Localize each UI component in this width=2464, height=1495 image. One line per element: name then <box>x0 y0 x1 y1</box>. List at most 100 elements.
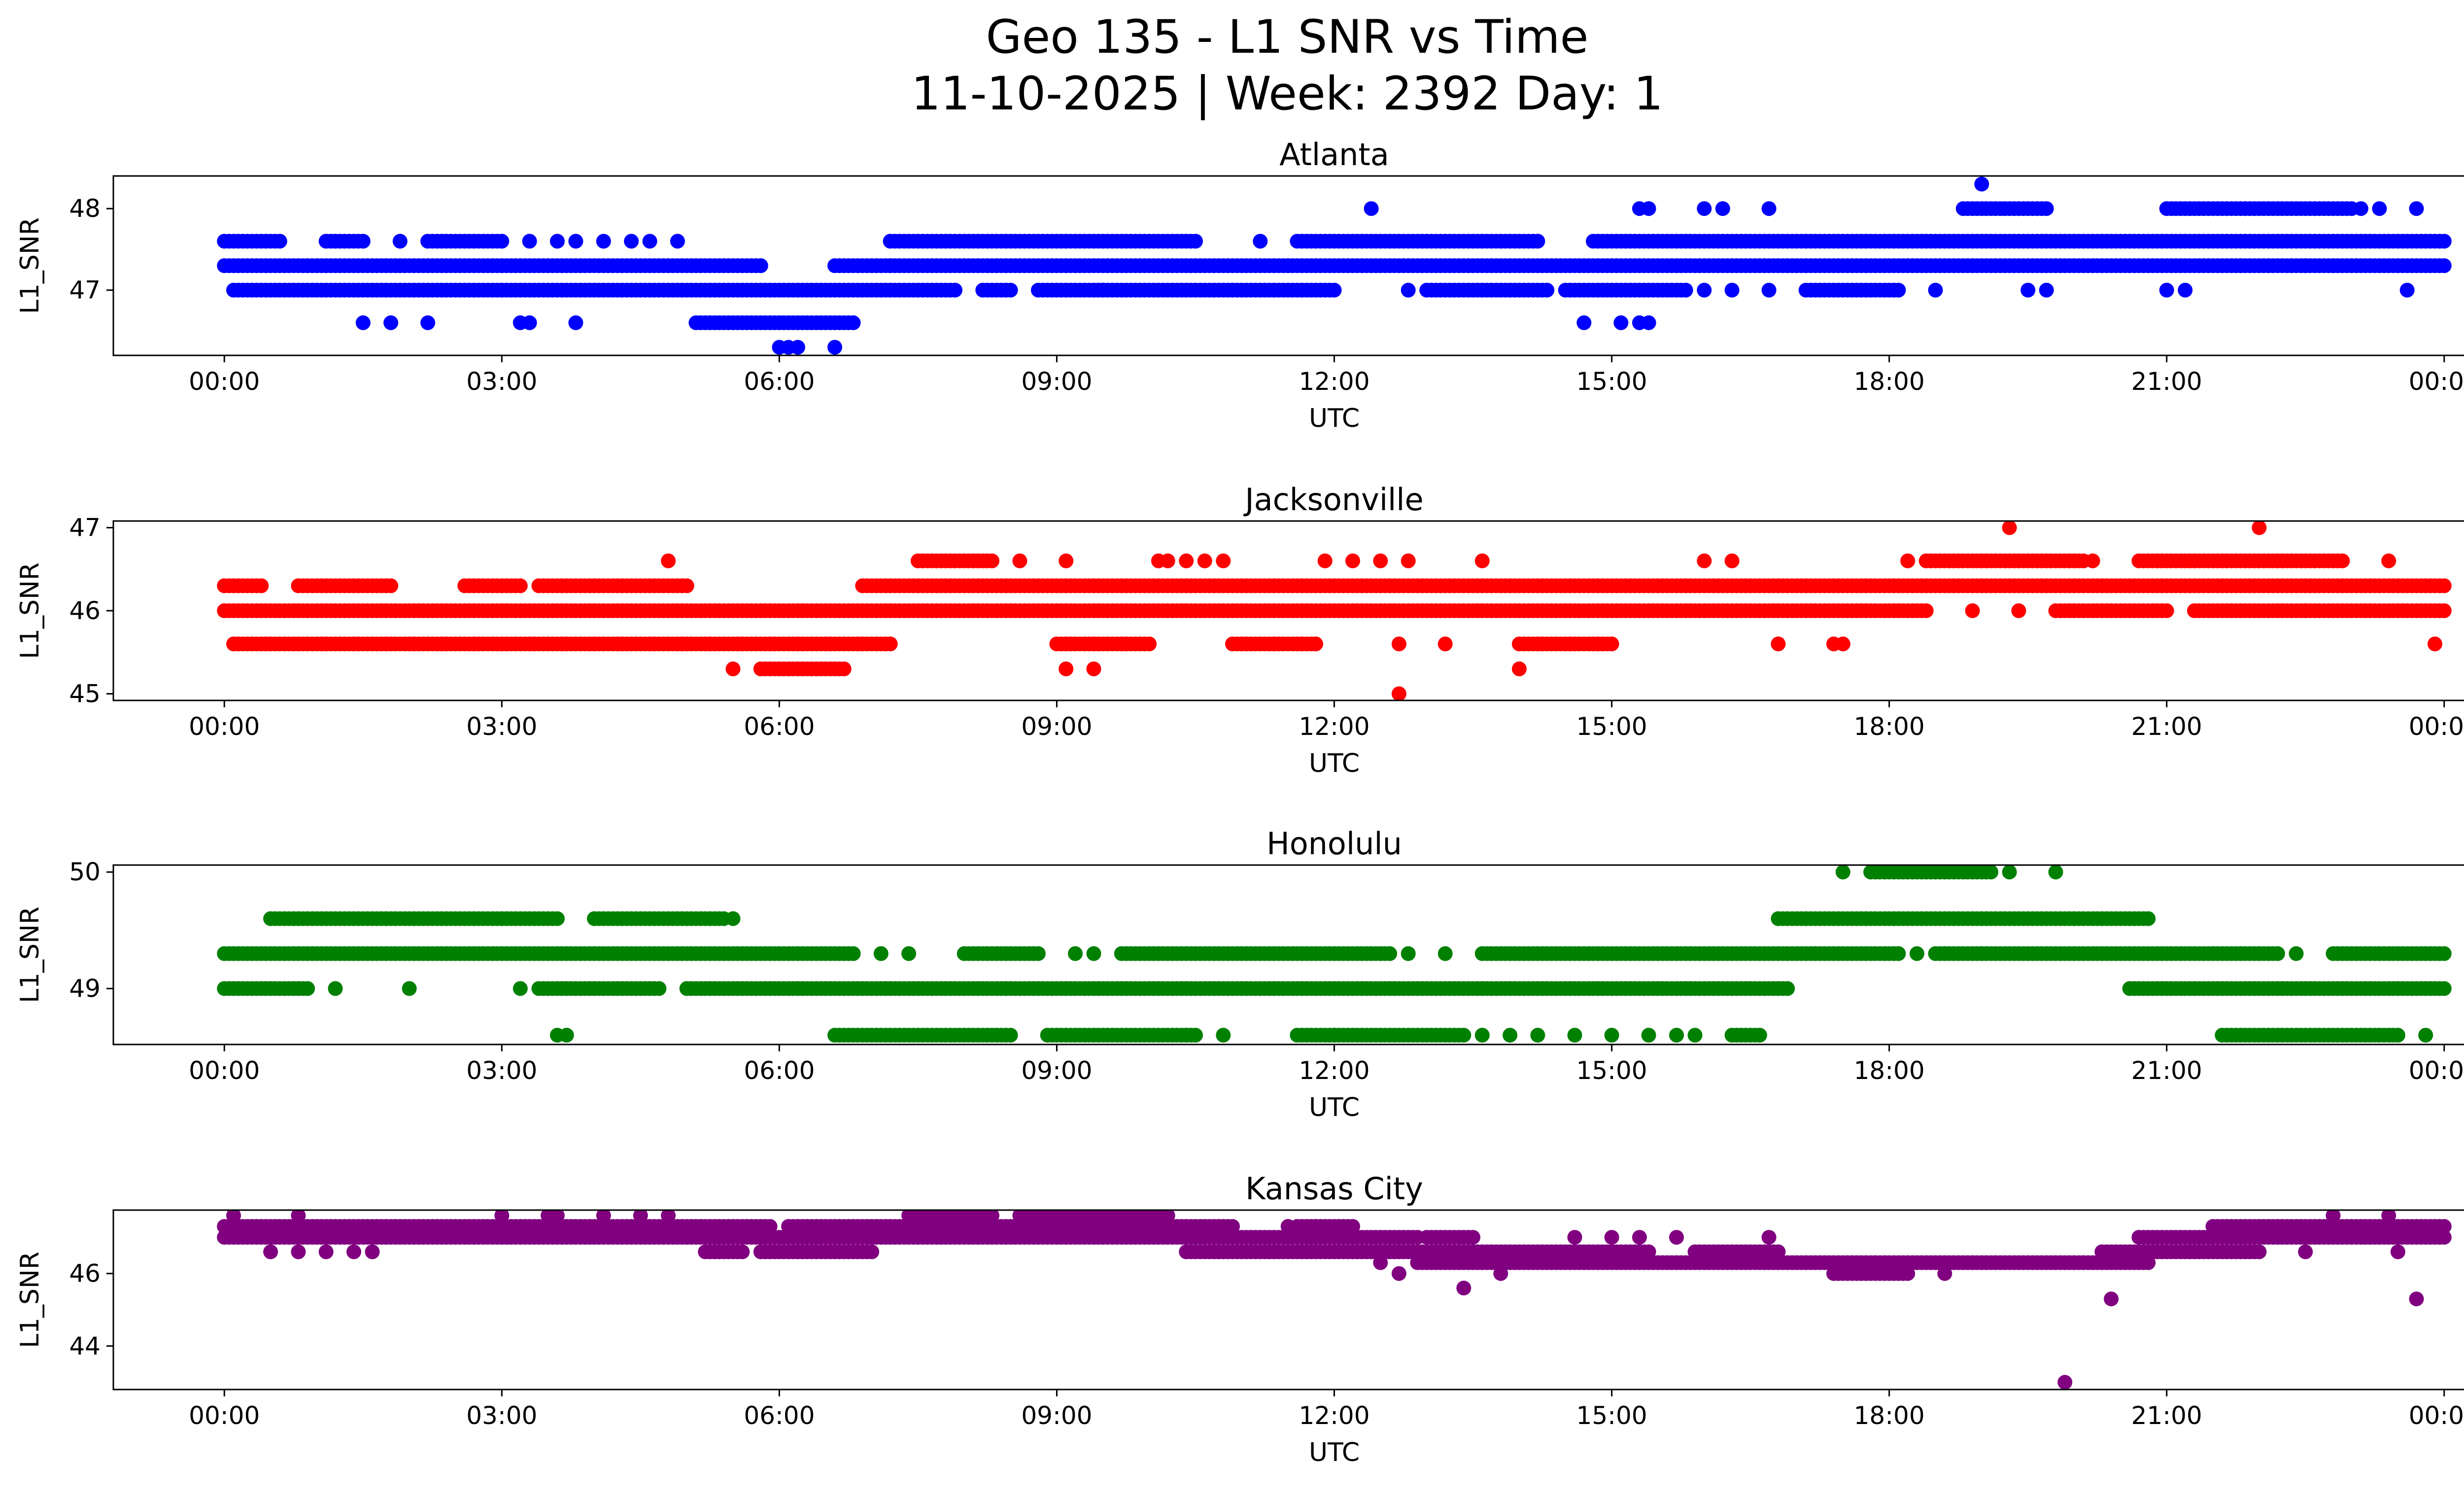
data-point <box>1974 176 1989 192</box>
data-point <box>1780 981 1795 996</box>
data-point <box>1900 553 1916 568</box>
data-point <box>1632 1230 1647 1245</box>
x-tick-label: 18:00 <box>1854 1056 1925 1085</box>
data-point <box>300 981 315 996</box>
data-point <box>2436 234 2452 249</box>
y-tick-label: 46 <box>69 1259 101 1288</box>
data-point <box>365 1244 380 1259</box>
data-point <box>1909 946 1924 961</box>
panel-title: Honolulu <box>1266 826 1402 862</box>
data-point <box>2289 946 2304 961</box>
data-point <box>2104 1291 2119 1307</box>
data-point <box>1160 553 1175 568</box>
data-point <box>735 1244 750 1259</box>
data-point <box>1188 234 1203 249</box>
data-point <box>1928 282 1943 298</box>
data-point <box>2326 1210 2341 1223</box>
data-point <box>1068 946 1083 961</box>
data-point <box>291 1244 306 1259</box>
x-axis-label: UTC <box>1309 1093 1360 1122</box>
data-point <box>272 234 287 249</box>
data-point <box>2252 521 2267 535</box>
x-axis-label: UTC <box>1309 404 1360 433</box>
data-point <box>318 1244 334 1259</box>
data-point <box>1437 946 1453 961</box>
data-point <box>1576 315 1592 330</box>
data-point <box>1012 553 1027 568</box>
x-tick-label: 09:00 <box>1021 1056 1092 1085</box>
data-point <box>2039 201 2054 216</box>
data-point <box>661 1210 676 1223</box>
x-tick-label: 03:00 <box>466 712 537 741</box>
data-point <box>1327 1028 1342 1043</box>
data-point <box>985 553 999 568</box>
data-point <box>1493 1266 1508 1281</box>
data-point <box>1474 553 1490 568</box>
data-point <box>596 234 611 249</box>
x-tick-label: 06:00 <box>744 367 815 396</box>
x-tick-label: 00:00 <box>189 712 260 741</box>
data-point <box>402 981 417 996</box>
data-point <box>642 234 657 249</box>
data-point <box>2326 258 2341 273</box>
y-tick-label: 50 <box>69 858 101 886</box>
x-tick-label: 18:00 <box>1854 367 1925 396</box>
data-point <box>2233 946 2248 961</box>
y-axis-label: L1_SNR <box>15 217 45 314</box>
data-point <box>1530 1028 1545 1043</box>
data-point <box>226 1210 241 1223</box>
data-point <box>1669 1230 1684 1245</box>
x-tick-label: 03:00 <box>466 1056 537 1085</box>
y-tick-label: 46 <box>69 596 101 625</box>
data-point <box>291 1210 306 1223</box>
data-point <box>2048 865 2063 880</box>
x-tick-label: 18:00 <box>1854 1401 1925 1430</box>
data-point <box>2298 603 2313 618</box>
data-point <box>1391 686 1406 700</box>
data-point <box>1456 1028 1472 1043</box>
x-tick-label: 15:00 <box>1576 1401 1647 1430</box>
data-point <box>2436 981 2452 996</box>
data-point <box>1984 865 1999 880</box>
data-point <box>2141 911 2156 926</box>
data-point <box>1724 553 1740 568</box>
data-point <box>827 340 842 355</box>
data-point <box>1308 1219 1323 1234</box>
data-point <box>2409 1291 2424 1307</box>
x-tick-label: 21:00 <box>2131 1401 2202 1430</box>
data-point <box>2399 282 2415 298</box>
x-tick-label: 21:00 <box>2131 1056 2202 1085</box>
data-point <box>1059 553 1074 568</box>
data-point <box>1253 234 1268 249</box>
x-tick-label: 09:00 <box>1021 712 1092 741</box>
y-tick-label: 45 <box>69 680 101 708</box>
data-point <box>1937 1266 1952 1281</box>
data-point <box>392 234 408 249</box>
data-point <box>2002 521 2017 535</box>
x-tick-label: 12:00 <box>1299 712 1369 741</box>
data-point <box>1030 946 1046 961</box>
data-point <box>328 981 343 996</box>
x-tick-label: 21:00 <box>2131 367 2202 396</box>
x-tick-label: 15:00 <box>1576 712 1647 741</box>
data-point <box>1373 1255 1388 1270</box>
data-point <box>522 234 537 249</box>
figure-title-line2: 11-10-2025 | Week: 2392 Day: 1 <box>911 67 1663 121</box>
data-point <box>883 636 898 652</box>
y-axis-label: L1_SNR <box>15 1252 45 1348</box>
data-point <box>513 578 528 593</box>
data-point <box>1059 661 1074 676</box>
x-tick-label: 00:00 <box>2409 367 2464 396</box>
y-tick-label: 49 <box>69 974 101 1003</box>
x-tick-label: 03:00 <box>466 367 537 396</box>
x-tick-label: 18:00 <box>1854 712 1925 741</box>
data-point <box>328 234 343 249</box>
data-point <box>2159 282 2174 298</box>
x-axis-label: UTC <box>1309 1438 1360 1467</box>
data-point <box>1900 1266 1916 1281</box>
data-point <box>1345 553 1360 568</box>
data-point <box>522 315 537 330</box>
data-point <box>2436 578 2452 593</box>
data-point <box>725 661 741 676</box>
